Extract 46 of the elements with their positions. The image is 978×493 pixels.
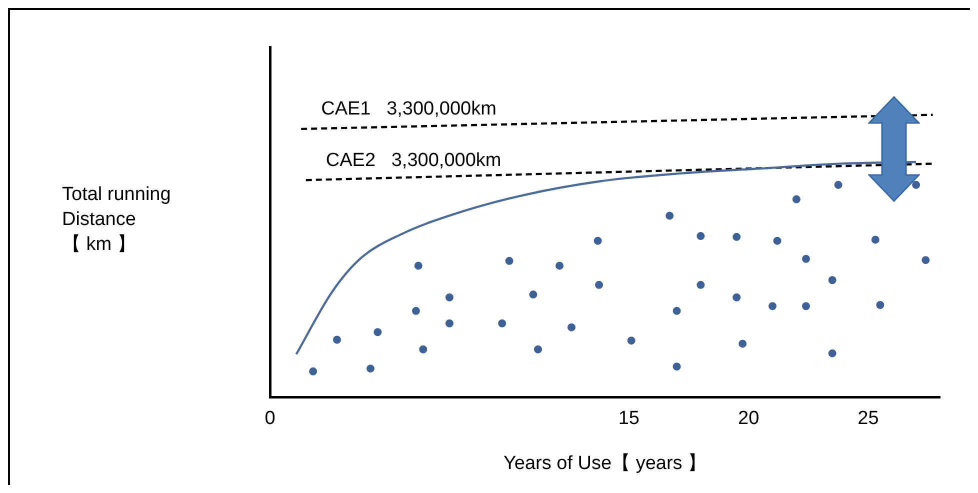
point (672, 362, 681, 371)
x-tick-label: 0 (264, 408, 276, 430)
point (768, 302, 776, 310)
point (529, 290, 538, 299)
point (732, 232, 741, 241)
point (696, 232, 705, 240)
point (498, 319, 506, 328)
point (414, 262, 422, 270)
x-axis-title: Years of Use【 years 】 (503, 452, 707, 474)
point (732, 293, 741, 302)
point (445, 293, 454, 302)
point (871, 236, 880, 244)
point (738, 340, 747, 348)
point (309, 367, 318, 376)
point (912, 180, 920, 189)
point (922, 256, 930, 264)
point (792, 195, 800, 204)
point (595, 280, 604, 289)
x-tick-label: 15 (618, 408, 640, 430)
point (445, 319, 454, 328)
x-tick-label: 25 (858, 408, 879, 430)
point (627, 336, 636, 345)
point (828, 276, 836, 284)
point (834, 180, 842, 189)
annotation: CAE1 3,300,000km (321, 98, 496, 120)
point (333, 336, 341, 344)
point (366, 364, 374, 373)
point (672, 306, 681, 315)
point (556, 262, 564, 270)
annotation: CAE2 3,300,000km (326, 150, 502, 171)
point (374, 328, 382, 336)
point (828, 349, 836, 358)
point (696, 280, 705, 289)
point (568, 323, 576, 332)
point (802, 254, 810, 263)
point (505, 256, 514, 265)
point (594, 236, 602, 245)
point (412, 306, 420, 315)
point (666, 212, 674, 220)
y-axis-title: Total running Distance 【 km 】 (62, 183, 171, 257)
point (773, 236, 782, 245)
point (419, 345, 428, 354)
point (876, 300, 884, 309)
x-tick-label: 20 (738, 408, 760, 430)
point (802, 302, 810, 310)
point (534, 345, 542, 354)
